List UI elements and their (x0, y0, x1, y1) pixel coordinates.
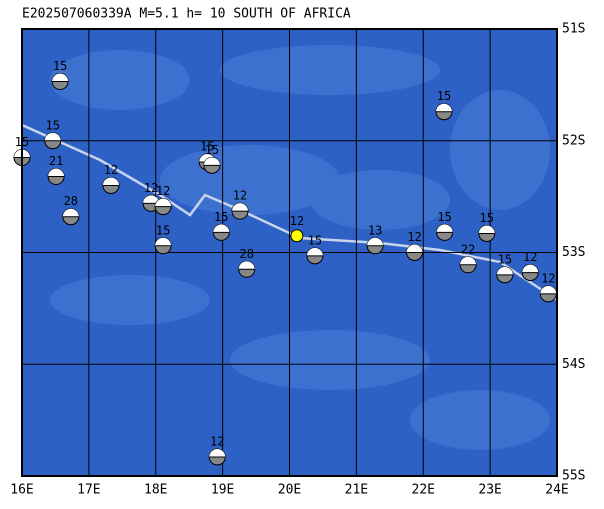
beachball-quadrant (213, 224, 230, 233)
depth-label: 15 (498, 252, 512, 266)
depth-label: 15 (200, 139, 214, 153)
map-frame (21, 28, 558, 477)
beachball: 15 (44, 118, 62, 150)
beachball: 12 (406, 230, 424, 261)
x-tick-label: 24E (545, 483, 568, 498)
beachball-quadrant (232, 203, 249, 212)
x-tick-label: 16E (10, 483, 33, 498)
depth-label: 22 (461, 242, 475, 256)
depth-label: 15 (156, 223, 170, 237)
depth-label: 15 (480, 211, 494, 225)
depth-label: 12 (156, 184, 170, 198)
depth-label: 12 (523, 250, 537, 264)
beachball: 15 (212, 210, 230, 241)
x-tick-label: 20E (278, 483, 301, 498)
depth-label: 15 (214, 210, 228, 224)
depth-label: 21 (49, 154, 63, 168)
beachball-quadrant (62, 208, 79, 217)
depth-label: 28 (239, 247, 253, 261)
beachball-quadrant (155, 237, 172, 246)
x-tick-label: 22E (412, 483, 435, 498)
beachball-quadrant (102, 177, 119, 186)
depth-label: 12 (104, 163, 118, 177)
beachball: 12 (539, 271, 557, 303)
beachball: 28 (238, 247, 256, 278)
bathymetry (50, 45, 550, 450)
depth-label: 12 (541, 271, 555, 285)
beachball: 12 (154, 184, 172, 216)
x-tick-label: 19E (211, 483, 234, 498)
main-event-mark (290, 229, 304, 243)
main-event-label: 12 (290, 214, 304, 228)
beachball-quadrant (306, 247, 323, 256)
depth-label: 15 (437, 89, 451, 103)
beachball-quadrant (48, 168, 65, 177)
beachball-quadrant (496, 266, 513, 275)
beachball-quadrant (406, 244, 423, 253)
depth-label: 13 (368, 223, 382, 237)
depth-label: 28 (64, 194, 78, 208)
beachball-quadrant (435, 103, 452, 112)
x-tick-label: 17E (77, 483, 100, 498)
depth-label: 15 (46, 118, 60, 132)
beachball-quadrant (203, 157, 220, 166)
beachball-quadrant (155, 198, 172, 207)
beachball: 21 (47, 154, 65, 186)
beachball-quadrant (540, 285, 557, 294)
beachball-quadrant (44, 132, 61, 141)
y-tick-label: 53S (562, 245, 585, 260)
beachball: 15 (51, 59, 69, 91)
beachball: 28 (62, 194, 80, 226)
beachball-quadrant (143, 195, 160, 204)
beachball-quadrant (460, 256, 477, 265)
beachball: 12 (102, 163, 120, 194)
main-event: 12 (290, 214, 304, 243)
beachball: 15 (306, 233, 324, 265)
depth-label: 15 (53, 59, 67, 73)
beachball: 12 (231, 189, 249, 220)
beachball-quadrant (436, 224, 453, 233)
depth-label: 12 (407, 230, 421, 244)
x-tick-label: 23E (478, 483, 501, 498)
y-tick-label: 52S (562, 133, 585, 148)
y-tick-label: 51S (562, 22, 585, 37)
beachball-quadrant (522, 264, 539, 273)
x-tick-label: 18E (144, 483, 167, 498)
beachball-quadrant (367, 237, 384, 246)
depth-label: 12 (210, 435, 224, 449)
beachball: 15 (154, 223, 172, 255)
y-tick-label: 55S (562, 469, 585, 484)
beachball: 15 (203, 143, 221, 174)
beachball: 15 (496, 252, 514, 284)
beachball-quadrant (238, 261, 255, 270)
beachball: 22 (459, 242, 477, 274)
y-tick-label: 54S (562, 357, 585, 372)
depth-label: 12 (144, 181, 158, 195)
beachball: 12 (208, 435, 226, 466)
depth-label: 15 (437, 210, 451, 224)
depth-label: 15 (308, 233, 322, 247)
beachball-quadrant (478, 225, 495, 234)
beachball: 13 (366, 223, 384, 255)
beachball: 12 (521, 250, 539, 282)
beachball-quadrant (52, 73, 69, 82)
map-title: E202507060339A M=5.1 h= 10 SOUTH OF AFRI… (22, 7, 351, 22)
beachball: 15 (436, 210, 454, 241)
beachball: 15 (435, 89, 453, 121)
depth-label: 12 (233, 189, 247, 203)
x-tick-label: 21E (345, 483, 368, 498)
beachball: 15 (478, 211, 496, 243)
beachball-quadrant (209, 449, 226, 458)
depth-label: 15 (205, 143, 219, 157)
